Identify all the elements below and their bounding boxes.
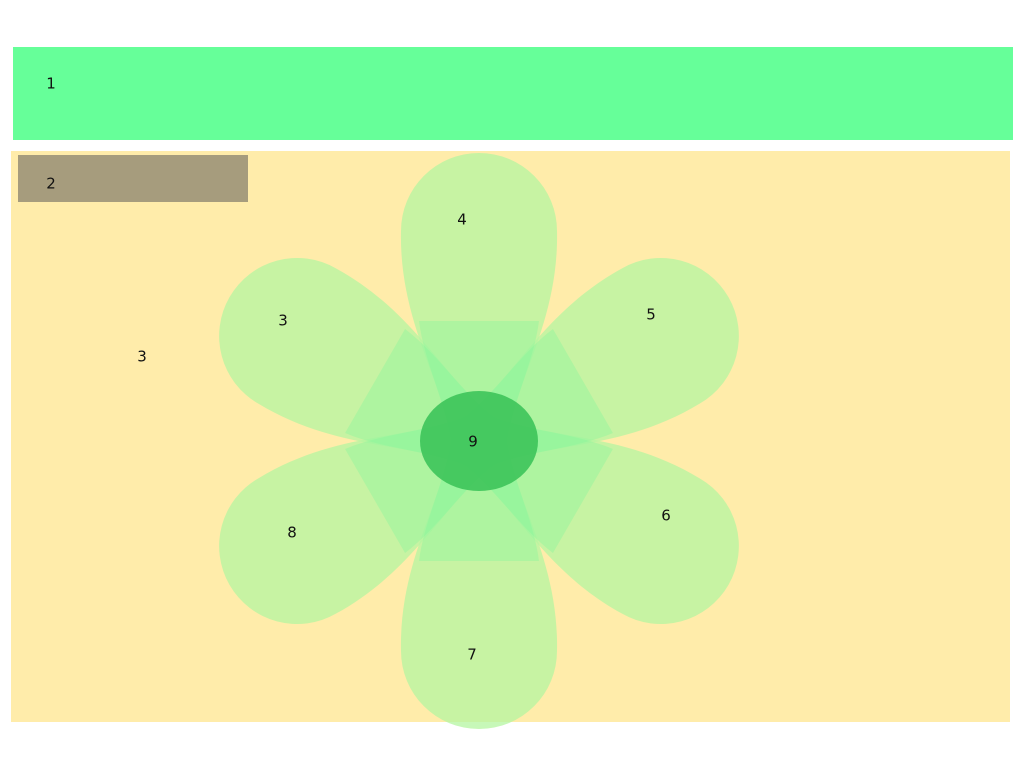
petal-6-label: 6 bbox=[661, 506, 671, 525]
petal-8-label: 8 bbox=[287, 523, 297, 542]
region-1-label: 1 bbox=[46, 74, 56, 93]
region-2-label: 2 bbox=[46, 174, 56, 193]
region-3-label: 3 bbox=[137, 347, 147, 366]
petal-4-label: 4 bbox=[457, 210, 467, 229]
center-label: 9 bbox=[468, 432, 478, 451]
region-1-banner bbox=[13, 47, 1013, 140]
petal-7-label: 7 bbox=[467, 645, 477, 664]
region-2-box bbox=[18, 155, 248, 202]
petal-5-label: 5 bbox=[646, 305, 656, 324]
petal-3-label: 3 bbox=[278, 311, 288, 330]
region-3-panel bbox=[11, 151, 1010, 722]
